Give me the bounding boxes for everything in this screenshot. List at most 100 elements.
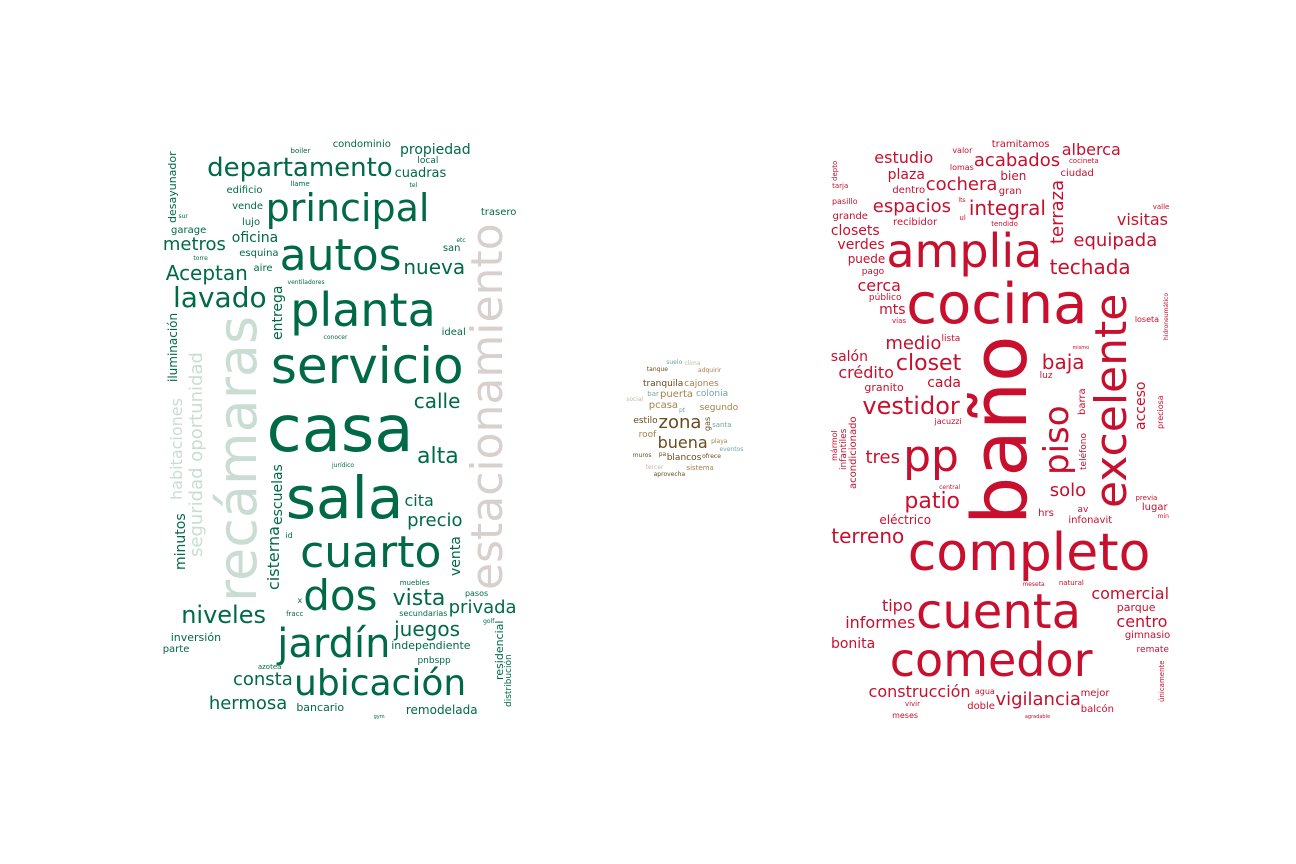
word-red: granito	[864, 381, 904, 395]
word-red: únicamente	[1157, 660, 1166, 702]
word-red: cada	[927, 374, 961, 391]
word-red: infantiles	[838, 428, 849, 470]
word-green: tel	[409, 182, 418, 190]
word-green: llame	[290, 180, 310, 189]
word-red: baja	[1041, 349, 1085, 374]
word-green: principal	[265, 186, 430, 231]
word-red: agua	[974, 686, 995, 696]
word-green: muebles	[399, 579, 430, 588]
word-red: crédito	[838, 363, 894, 383]
word-green: recámaras	[205, 316, 269, 603]
word-red: terreno	[831, 524, 905, 549]
word-green: aire	[253, 262, 273, 274]
word-red: meses	[892, 710, 919, 720]
word-red: central	[939, 483, 961, 491]
word-red: mármol	[829, 430, 839, 462]
word-red: lomas	[949, 162, 974, 172]
word-red: puede	[847, 252, 886, 267]
word-green: trasero	[480, 207, 517, 219]
word-green: alta	[417, 444, 459, 470]
word-red: mejor	[1080, 687, 1110, 699]
word-green: id	[285, 531, 293, 541]
word-center: pa	[658, 450, 667, 458]
word-red: tipo	[881, 596, 913, 616]
word-center: aprovecha	[653, 470, 686, 478]
word-green: esquina	[239, 247, 279, 259]
word-cloud-center: zona buena pcasa puerta blancos roof tranquila…	[590, 318, 770, 528]
word-green: cisterna	[264, 526, 284, 591]
word-red: comercial	[1091, 584, 1170, 604]
word-green: gym	[373, 713, 385, 720]
word-green: juegos	[394, 617, 461, 642]
word-green: garage	[171, 225, 207, 237]
word-red: closet	[895, 351, 962, 377]
word-green: entrega	[269, 285, 286, 340]
word-red: pago	[861, 267, 885, 278]
word-green: Aceptan	[165, 260, 248, 285]
word-center: muros	[632, 451, 652, 459]
word-green: lujo	[242, 216, 261, 228]
word-green: sur	[178, 212, 188, 220]
word-red: vestidor	[862, 391, 960, 420]
word-red: tres	[865, 447, 900, 469]
word-green: bancario	[296, 700, 345, 714]
word-red: comedor	[889, 632, 1093, 687]
word-red: remate	[1136, 645, 1169, 656]
word-green: etc	[456, 237, 466, 245]
word-red: doble	[967, 701, 995, 713]
word-green: fracc	[286, 610, 304, 619]
word-center: puerta	[660, 389, 694, 401]
word-red: gimnasio	[1124, 629, 1171, 641]
word-center: segundo	[699, 403, 739, 414]
word-red: baño	[955, 335, 1044, 525]
word-red: techada	[1049, 254, 1131, 279]
word-center: roof	[638, 429, 657, 440]
word-red: espacios	[872, 195, 951, 217]
word-center: ofrece	[702, 453, 721, 461]
word-red: visitas	[1116, 209, 1168, 229]
word-red: acondicionado	[847, 416, 859, 489]
word-red: plaza	[887, 166, 925, 183]
word-green: cuadras	[394, 166, 447, 182]
word-center: tercer	[645, 464, 664, 472]
word-red: bonita	[830, 635, 876, 652]
word-green: escuelas	[270, 464, 287, 526]
word-red: mismo	[1072, 345, 1090, 352]
word-red: acabados	[973, 149, 1061, 171]
word-green: privada	[448, 596, 517, 618]
word-center: buena	[657, 432, 708, 452]
word-center: gas	[702, 416, 712, 432]
word-green: metros	[162, 234, 226, 256]
word-green: servicio	[270, 336, 464, 395]
word-red: integral	[968, 196, 1046, 221]
word-green: nueva	[403, 254, 466, 279]
word-red: medio	[885, 333, 942, 355]
word-red: lista	[941, 333, 961, 344]
word-green: cuarto	[300, 526, 442, 578]
word-red: hrs	[1038, 508, 1054, 520]
word-green: independiente	[391, 638, 471, 652]
word-red: teléfono	[1078, 433, 1089, 471]
word-red: vigilancia	[995, 689, 1081, 711]
word-center: adquirir	[698, 367, 722, 375]
word-green: x	[297, 595, 303, 605]
word-red: hidroneumático	[1162, 292, 1170, 340]
word-center: suelo	[666, 359, 683, 367]
word-red: meseta	[1022, 580, 1045, 588]
word-green: boiler	[290, 146, 311, 155]
word-red: tramitamos	[991, 139, 1050, 151]
word-center: cajones	[684, 378, 719, 389]
word-green: inversión	[170, 630, 222, 644]
word-red: min	[1157, 512, 1169, 520]
word-green: calle	[413, 388, 461, 413]
word-green: seguridad oportunidad	[186, 352, 208, 558]
word-red: cocina	[906, 272, 1088, 338]
word-green: vista	[392, 585, 446, 611]
word-red: cuenta	[915, 583, 1081, 640]
word-red: av	[1077, 505, 1089, 516]
word-red: gran	[998, 186, 1022, 198]
word-green: ventiladores	[287, 279, 325, 287]
word-green: consta	[232, 669, 293, 691]
word-center: colonia	[695, 389, 729, 400]
word-center: playa	[711, 438, 728, 446]
